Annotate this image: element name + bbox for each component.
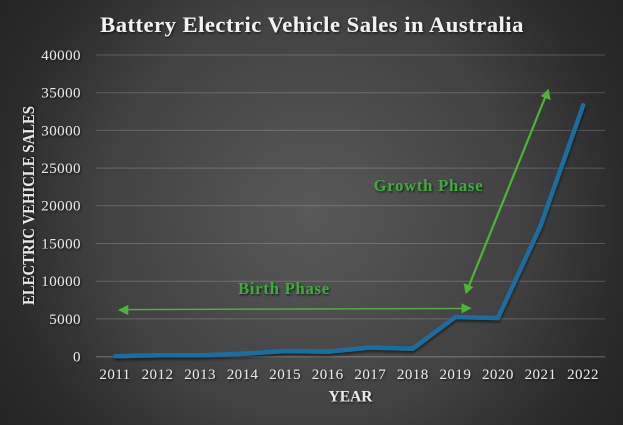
svg-text:10000: 10000 — [41, 274, 81, 290]
svg-text:30000: 30000 — [41, 123, 81, 139]
svg-text:2015: 2015 — [269, 367, 301, 383]
svg-text:5000: 5000 — [49, 312, 81, 328]
svg-text:2020: 2020 — [482, 367, 514, 383]
svg-text:2013: 2013 — [184, 367, 216, 383]
svg-text:0: 0 — [73, 350, 81, 366]
svg-text:15000: 15000 — [41, 236, 81, 252]
svg-text:25000: 25000 — [41, 161, 81, 177]
svg-text:2017: 2017 — [354, 367, 386, 383]
svg-text:Battery Electric Vehicle Sales: Battery Electric Vehicle Sales in Austra… — [100, 12, 524, 37]
svg-text:2016: 2016 — [312, 367, 344, 383]
svg-text:Birth Phase: Birth Phase — [238, 279, 330, 298]
svg-text:20000: 20000 — [41, 199, 81, 215]
svg-text:2022: 2022 — [567, 367, 599, 383]
svg-text:YEAR: YEAR — [329, 388, 374, 405]
svg-text:2011: 2011 — [99, 367, 130, 383]
svg-text:2019: 2019 — [439, 367, 471, 383]
svg-text:40000: 40000 — [41, 48, 81, 64]
svg-text:2014: 2014 — [227, 367, 259, 383]
svg-text:Growth Phase: Growth Phase — [374, 176, 484, 195]
svg-text:2018: 2018 — [397, 367, 429, 383]
svg-text:35000: 35000 — [41, 86, 81, 102]
svg-text:2021: 2021 — [525, 367, 557, 383]
svg-text:2012: 2012 — [142, 367, 174, 383]
svg-text:ELECTRIC VEHICLE SALES: ELECTRIC VEHICLE SALES — [19, 106, 38, 305]
